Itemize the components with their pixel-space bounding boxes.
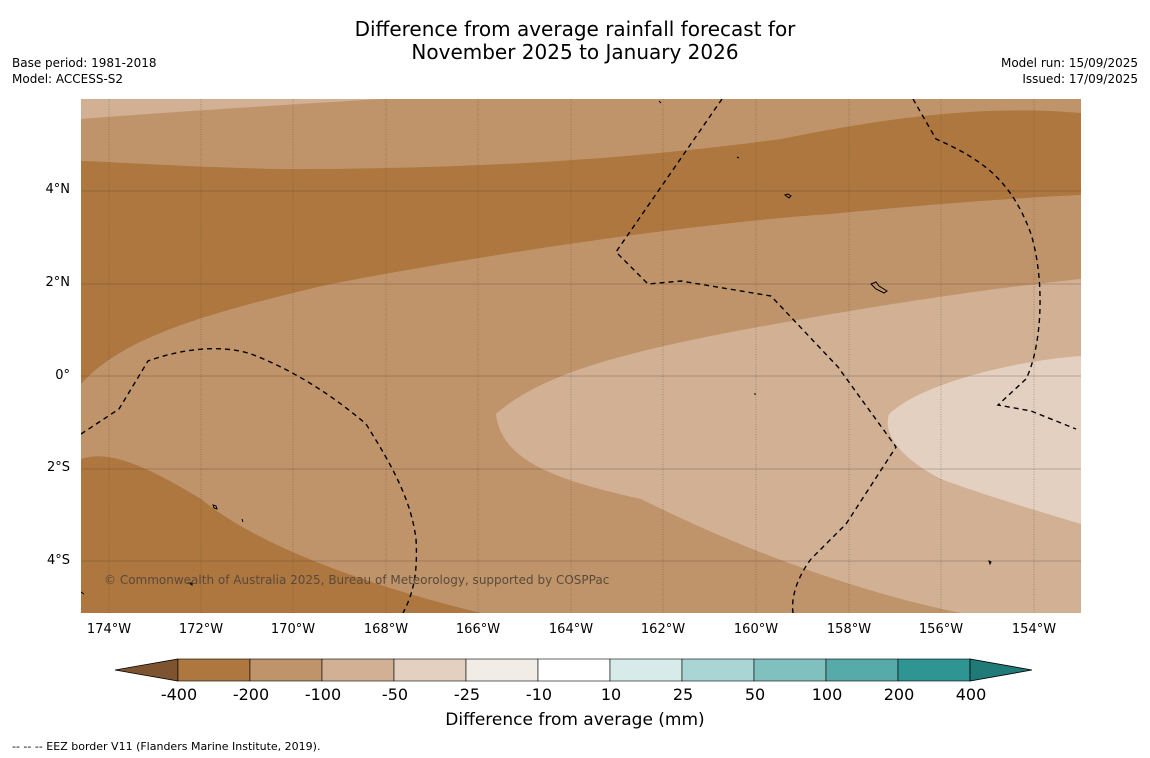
title-line-1: Difference from average rainfall forecas…: [354, 17, 796, 41]
lon-label-160w: 160°W: [733, 622, 779, 637]
graticule: [81, 99, 1081, 613]
lon-label-158w: 158°W: [826, 622, 872, 637]
map-svg: [81, 99, 1081, 613]
island-6: [658, 100, 662, 104]
colorbar: [110, 656, 1040, 688]
colorbar-tick: -10: [525, 685, 553, 704]
colorbar-tick: 400: [955, 685, 987, 704]
eez-footnote: -- -- -- EEZ border V11 (Flanders Marine…: [12, 740, 321, 753]
map-panel: [81, 99, 1081, 613]
colorbar-segment: [393, 658, 467, 682]
colorbar-segment: [609, 658, 683, 682]
lon-label-162w: 162°W: [640, 622, 686, 637]
colorbar-tick: 200: [883, 685, 915, 704]
colorbar-tick: 10: [600, 685, 622, 704]
lat-label-0: 0°: [55, 368, 70, 383]
colorbar-tick: 50: [744, 685, 766, 704]
lat-label-2s: 2°S: [46, 460, 70, 475]
band-top-minus50-100: [81, 99, 381, 119]
colorbar-segment: [681, 658, 755, 682]
colorbar-tick: -400: [160, 685, 198, 704]
island-8: [241, 518, 244, 523]
lon-label-154w: 154°W: [1011, 622, 1057, 637]
band-east-minus50-100: [496, 279, 1081, 613]
colorbar-segment: [249, 658, 323, 682]
colorbar-segment: [465, 658, 539, 682]
colorbar-segment: [897, 658, 971, 682]
colorbar-segment: [825, 658, 899, 682]
colorbar-tick: -50: [381, 685, 409, 704]
island-2: [870, 281, 888, 294]
lon-label-164w: 164°W: [548, 622, 594, 637]
meta-left: Base period: 1981-2018 Model: ACCESS-S2: [12, 55, 157, 87]
islands: [81, 100, 992, 595]
lat-label-2n: 2°N: [45, 275, 71, 290]
colorbar-segment: [753, 658, 827, 682]
island-5: [988, 560, 992, 566]
lon-label-170w: 170°W: [270, 622, 316, 637]
colorbar-label: Difference from average (mm): [445, 710, 705, 730]
title-line-2: November 2025 to January 2026: [411, 40, 739, 64]
meta-right: Model run: 15/09/2025 Issued: 17/09/2025: [1001, 55, 1138, 87]
island-3: [212, 504, 218, 510]
colorbar-extend-low: [114, 658, 179, 682]
colorbar-segment: [177, 658, 251, 682]
base-period-text: Base period: 1981-2018: [12, 56, 157, 70]
colorbar-svg: [114, 658, 1033, 682]
colorbar-extend-high: [969, 658, 1033, 682]
colorbar-segment: [321, 658, 395, 682]
band-top-minus100-200: [81, 99, 1081, 169]
model-text: Model: ACCESS-S2: [12, 72, 124, 86]
lon-label-166w: 166°W: [455, 622, 501, 637]
lat-label-4s: 4°S: [46, 553, 70, 568]
colorbar-tick: -25: [453, 685, 481, 704]
chart-title: Difference from average rainfall forecas…: [0, 18, 1150, 64]
lon-label-168w: 168°W: [363, 622, 409, 637]
lat-label-4n: 4°N: [45, 182, 71, 197]
lon-label-172w: 172°W: [178, 622, 224, 637]
island-7: [736, 156, 740, 159]
colorbar-tick: 100: [811, 685, 843, 704]
copyright-text: © Commonwealth of Australia 2025, Bureau…: [104, 573, 610, 587]
colorbar-tick: -100: [304, 685, 342, 704]
band-lowerleft-minus200-400: [81, 456, 481, 613]
colorbar-tick: 25: [672, 685, 694, 704]
colorbar-segment: [537, 658, 611, 682]
model-run-text: Model run: 15/09/2025: [1000, 56, 1138, 70]
island-4: [187, 582, 193, 586]
lon-label-156w: 156°W: [918, 622, 964, 637]
eez-borders: [81, 99, 1077, 613]
lon-label-174w: 174°W: [86, 622, 132, 637]
island-1: [783, 193, 792, 199]
issued-text: Issued: 17/09/2025: [1022, 72, 1138, 86]
band-east-minus25-50: [887, 356, 1081, 524]
colorbar-tick: -200: [232, 685, 270, 704]
island-10: [81, 591, 85, 595]
